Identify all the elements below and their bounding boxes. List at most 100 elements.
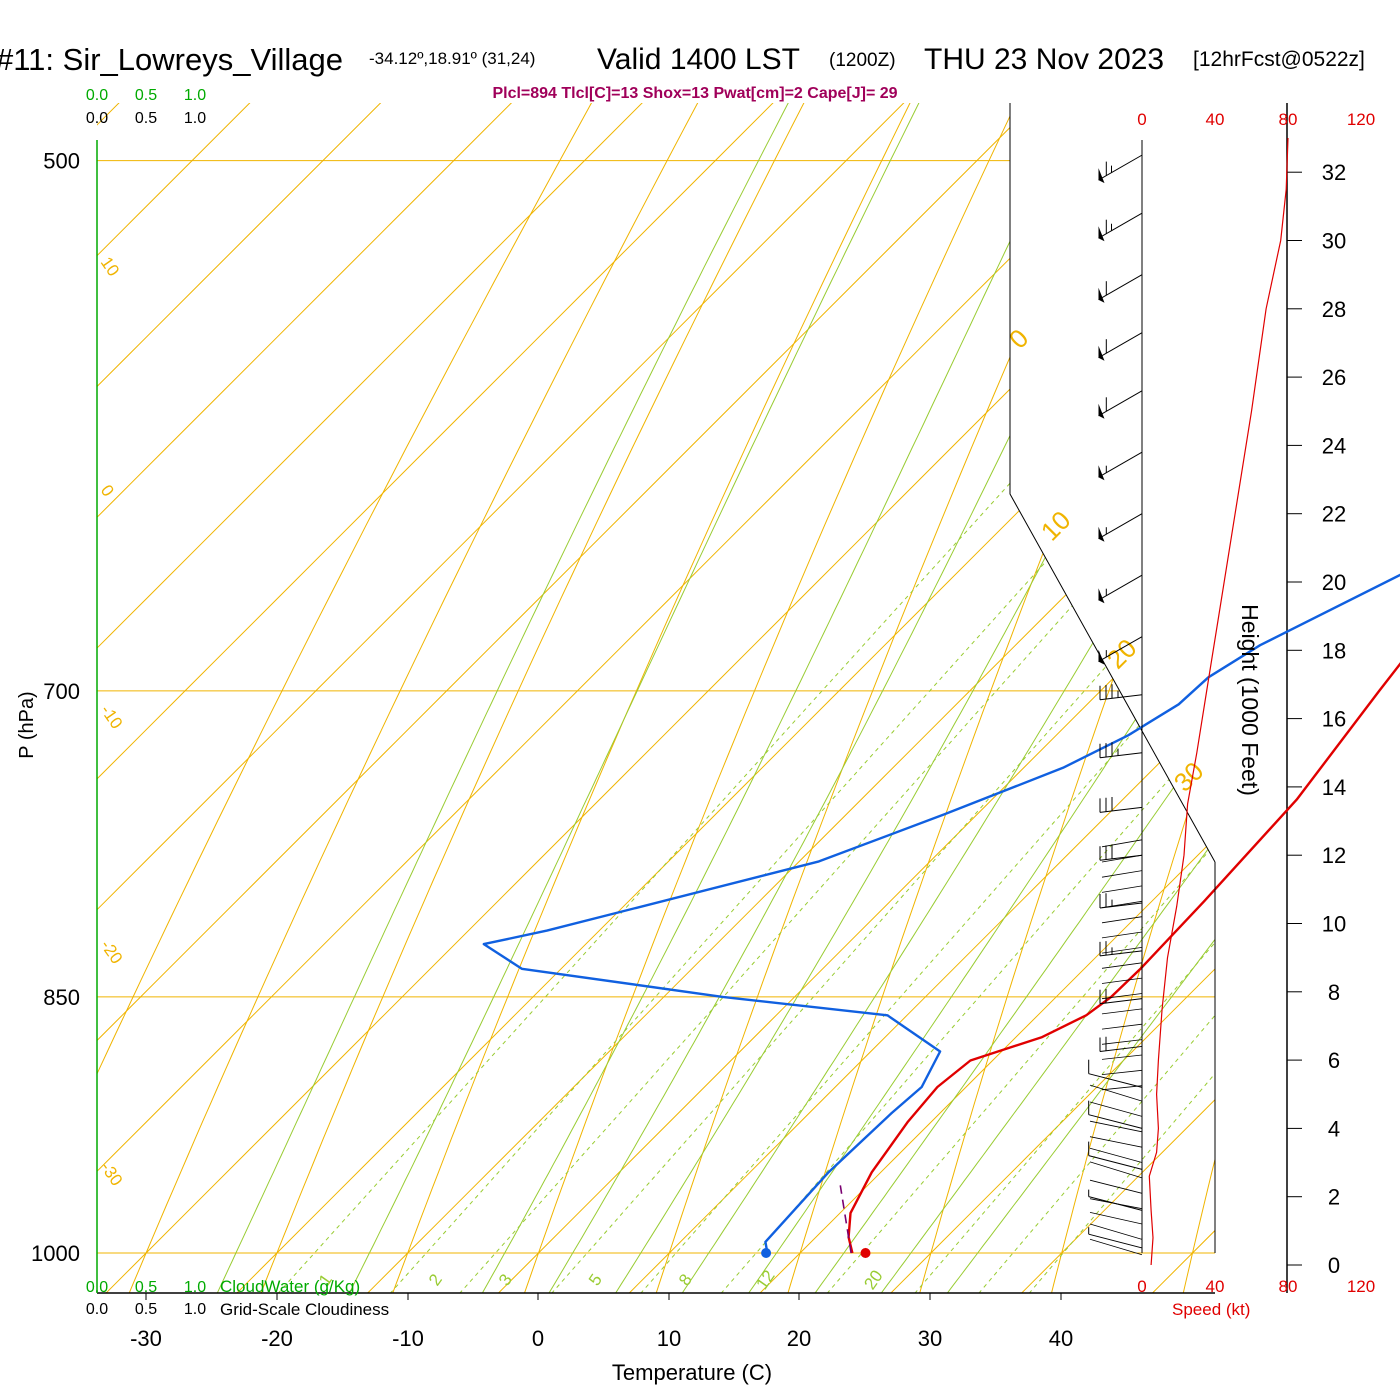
wind-barb-staff <box>1099 694 1143 701</box>
station-coords: -34.12º,18.91º (31,24) <box>369 49 535 68</box>
isotherm-line <box>446 103 1215 1293</box>
axes: -30-20-100102030402503004005007008501000… <box>31 103 1346 1351</box>
wind-barb <box>1099 684 1143 701</box>
x-tick-label: 40 <box>1049 1326 1073 1351</box>
isotherm-label: -20 <box>97 936 127 967</box>
wind-barb-staff-low <box>1101 839 1143 848</box>
wind-barb-staff-low <box>1089 1198 1143 1210</box>
cloudiness-scale-top: 0.5 <box>135 110 157 127</box>
y-axis-title: P (hPa) <box>16 691 38 758</box>
isotherm-line <box>184 103 1215 1293</box>
wind-speed-profile-line <box>1148 137 1289 1266</box>
wind-barb-staff-low <box>1101 931 1143 939</box>
isotherm-line <box>97 103 1215 1293</box>
surface-temperature-marker <box>860 1248 871 1258</box>
height-tick-label: 16 <box>1322 707 1346 732</box>
valid-date: THU 23 Nov 2023 <box>924 43 1164 76</box>
wind-barb-staff <box>1098 451 1143 478</box>
height-tick-label: 12 <box>1322 843 1346 868</box>
height-tick-label: 14 <box>1322 775 1346 800</box>
pressure-tick-label: 700 <box>43 679 80 704</box>
isotherm-line <box>707 103 1215 1293</box>
wind-barb-staff-low <box>1089 1223 1143 1240</box>
wind-barb-pennant <box>1098 226 1105 242</box>
cloudwater-scale-bottom: 0.5 <box>135 1279 157 1296</box>
isotherm-line <box>577 103 1215 1293</box>
wind-barb <box>1099 797 1143 813</box>
wind-barb-staff-low <box>1101 1023 1143 1030</box>
wind-barb-staff-low <box>1089 1179 1143 1194</box>
mixing-ratio-line <box>545 103 1215 1293</box>
wind-barb-pennant <box>1098 168 1105 184</box>
dry-adiabat-line <box>373 103 1215 1293</box>
mixing-ratio-line <box>453 103 1215 1293</box>
wind-barb <box>1088 1100 1143 1129</box>
wind-barb-pennant <box>1098 526 1105 542</box>
wind-barb-staff-low <box>1101 854 1143 863</box>
wind-barb <box>1098 332 1143 361</box>
pressure-tick-label: 500 <box>43 149 80 174</box>
height-tick-label: 10 <box>1322 912 1346 937</box>
height-tick-label: 2 <box>1328 1185 1340 1210</box>
dry-adiabat-line <box>107 103 1215 1293</box>
dry-adiabat-line <box>506 103 1215 1293</box>
frame-right-edge <box>1009 103 1216 863</box>
wind-barb-staff <box>1098 332 1143 359</box>
speed-tick-label-bottom: 80 <box>1279 1277 1298 1296</box>
zulu-time: (1200Z) <box>829 50 896 71</box>
wind-barb <box>1088 1059 1143 1088</box>
dry-adiabat-line <box>1305 0 1400 1345</box>
wind-barb-staff <box>1088 1114 1143 1129</box>
wind-barb-staff <box>1098 212 1143 239</box>
cloudiness-scale-top: 0.0 <box>86 110 108 127</box>
isotherm-label: -10 <box>97 701 127 732</box>
wind-barb-staff <box>1099 998 1143 1005</box>
wind-barb-staff-low <box>1101 993 1143 1000</box>
height-tick-label: 0 <box>1328 1253 1340 1278</box>
wind-barb-staff-low <box>1101 1069 1143 1075</box>
x-tick-label: -20 <box>261 1326 293 1351</box>
x-tick-label: 10 <box>657 1326 681 1351</box>
wind-barb-staff-low <box>1089 1161 1143 1179</box>
cloudwater-scale-bottom: 1.0 <box>184 1279 206 1296</box>
moist-adiabat-line <box>526 103 1215 1293</box>
isotherm-label-upper: 0 <box>1003 323 1034 354</box>
moist-adiabat-line <box>591 103 1215 1293</box>
wind-barb-staff-low <box>1101 947 1143 954</box>
grid-clip-group <box>97 0 1400 1345</box>
wind-barb-staff <box>1098 154 1143 181</box>
wind-barb <box>1098 212 1143 242</box>
wind-barb-staff-low <box>1101 900 1143 908</box>
cloudiness-label: Grid-Scale Cloudiness <box>220 1300 389 1319</box>
wind-barb-staff-low <box>1089 1084 1143 1102</box>
cloud-scales: 0.0 0.0 0.0 0.0 0.5 0.5 0.5 0.5 1.0 1.0 1.0 1.0 <box>86 87 206 1318</box>
isotherm-line <box>97 103 1215 1293</box>
temperature-line <box>847 662 1400 1254</box>
moist-adiabat-line <box>330 103 1215 1293</box>
speed-tick-label-top: 40 <box>1206 110 1225 129</box>
moist-adiabat-line <box>657 103 1215 1293</box>
wind-barb-pennant <box>1098 345 1105 361</box>
forecast-info: [12hrFcst@0522z] <box>1193 48 1365 71</box>
height-tick-label: 22 <box>1322 502 1346 527</box>
x-tick-label: -30 <box>130 1326 162 1351</box>
wind-barb-staff <box>1098 574 1143 601</box>
wind-barb <box>1088 1141 1143 1170</box>
cloudwater-scale-top: 0.5 <box>135 87 157 104</box>
isotherm-line <box>97 103 1215 1293</box>
speed-tick-label-bottom: 0 <box>1137 1277 1146 1296</box>
mixing-ratio-label: 2 <box>425 1271 446 1290</box>
wind-barb <box>1099 893 1143 909</box>
isotherm-line <box>97 103 1215 1293</box>
wind-barb-staff-low <box>1101 977 1143 984</box>
height-tick-label: 26 <box>1322 365 1346 390</box>
valid-time: Valid 1400 LST <box>597 43 800 76</box>
x-tick-label: 0 <box>532 1326 544 1351</box>
wind-barb-staff <box>1098 274 1143 301</box>
wind-barb <box>1098 154 1143 184</box>
x-axis-title: Temperature (C) <box>612 1360 772 1385</box>
height-tick-label: 4 <box>1328 1116 1340 1141</box>
height-tick-label: 18 <box>1322 638 1346 663</box>
mixing-ratio-label: 5 <box>585 1271 606 1290</box>
